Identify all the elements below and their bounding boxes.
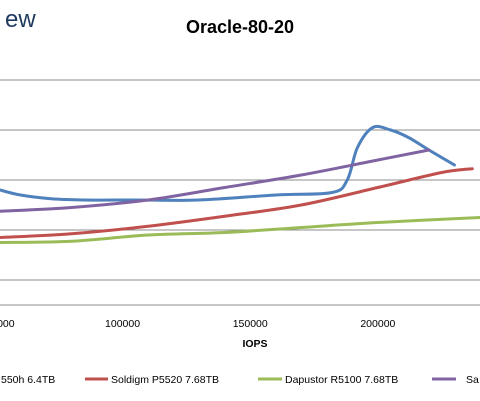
gridlines [0,79,480,306]
legend-label-0: 550h 6.4TB [1,374,55,386]
x-tick-label-0: 100000 [105,318,140,330]
chart-title: Oracle-80-20 [186,17,294,37]
legend-label-1: Soldigm P5520 7.68TB [111,374,219,386]
x-tick-label-2: 200000 [360,318,395,330]
legend-label-3: Sa [466,374,479,386]
x-tick-labels: 00000 100000 150000 200000 [0,318,396,330]
brand-logo-text: ew [5,6,36,33]
legend-label-2: Dapustor R5100 7.68TB [285,374,398,386]
x-axis-label: IOPS [242,338,267,350]
series-line-1 [0,167,474,239]
plot-series [0,124,480,244]
series-line-3 [0,148,431,213]
legend: 550h 6.4TB Soldigm P5520 7.68TB Dapustor R… [1,374,479,386]
series-line-2 [0,216,480,244]
x-tick-label-1: 150000 [233,318,268,330]
x-tick-label-partial: 00000 [0,318,15,330]
series-line-0 [0,124,456,202]
